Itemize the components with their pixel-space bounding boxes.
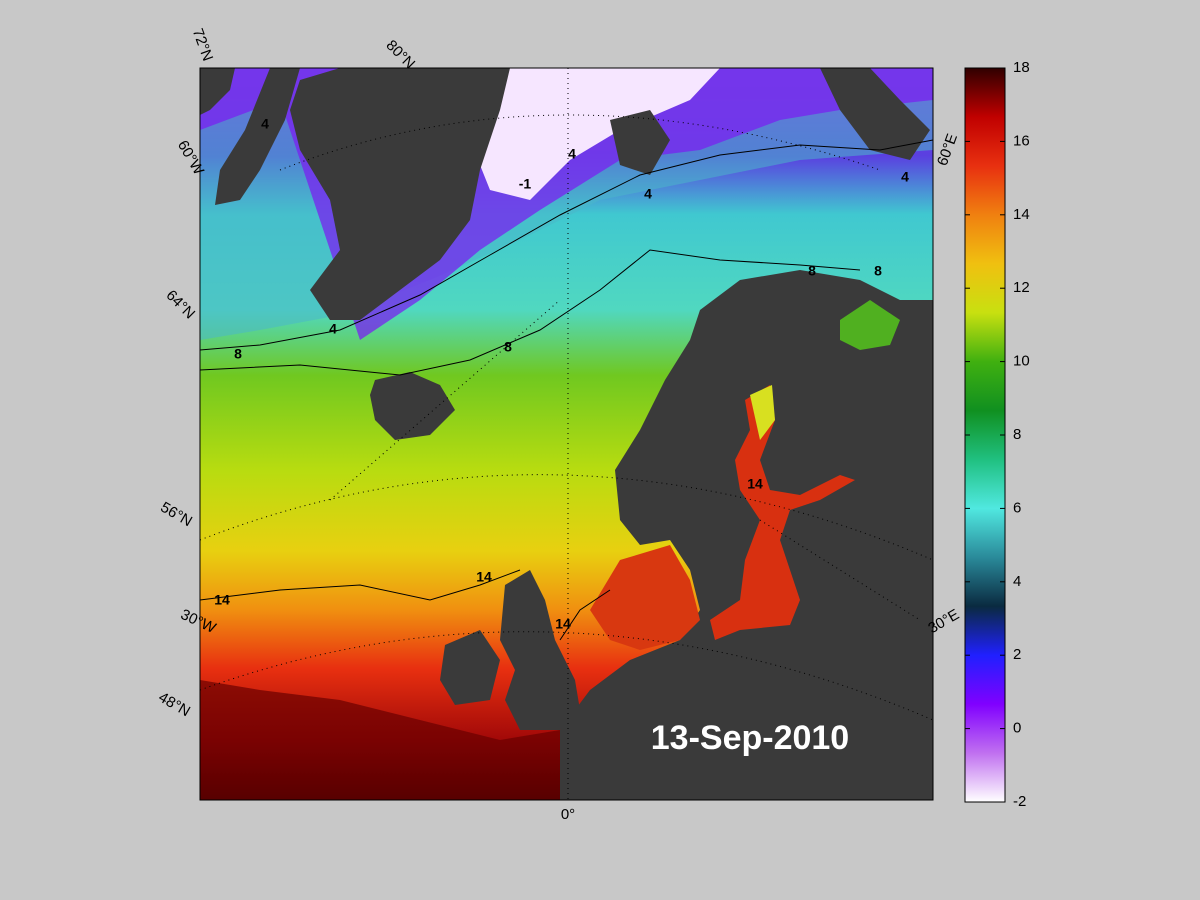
contour-label: 14 (476, 569, 492, 585)
graticule-label: 64°N (163, 287, 199, 323)
tick-label: 18 (1013, 59, 1030, 76)
tick-label: 14 (1013, 206, 1030, 223)
land (200, 68, 933, 800)
tick-label: 8 (1013, 426, 1021, 443)
tick-label: 16 (1013, 132, 1030, 149)
tick-label: -2 (1013, 793, 1026, 810)
colorbar: -2 0 2 4 6 8 10 12 14 16 18 (964, 59, 1030, 810)
contour-label: 4 (261, 116, 269, 132)
map-frame (199, 67, 934, 801)
map-area (199, 67, 934, 801)
contour-label: 4 (329, 321, 337, 337)
contour-label: 14 (747, 476, 763, 492)
graticule-label: 0° (561, 806, 575, 823)
tick-label: 4 (1013, 573, 1021, 590)
contour-label: 8 (504, 339, 512, 355)
date-label: 13-Sep-2010 (651, 719, 849, 757)
tick-label: 2 (1013, 646, 1021, 663)
inland-seas (590, 300, 900, 650)
tick-label: 12 (1013, 279, 1030, 296)
graticule-label: 80°N (383, 37, 419, 73)
graticule-label: 48°N (156, 689, 194, 720)
graticule-label: 60°E (934, 132, 961, 169)
contour-label: -1 (519, 176, 532, 192)
contour-label: 8 (234, 346, 242, 362)
sea-ice (470, 68, 720, 200)
colorbar-scale (964, 67, 1006, 803)
contour-label: 4 (644, 186, 652, 202)
tick-label: 10 (1013, 353, 1030, 370)
contour-label: 4 (901, 169, 909, 185)
contour-label: 4 (568, 146, 576, 162)
warm-water (200, 680, 560, 800)
graticule (199, 68, 934, 800)
contours (199, 139, 934, 641)
contour-label: 8 (874, 263, 882, 279)
graticule-label: 72°N (189, 26, 216, 63)
contour-label: 8 (808, 263, 816, 279)
contour-label: 14 (214, 592, 230, 608)
tick-label: 6 (1013, 499, 1021, 516)
contour-label: 14 (555, 616, 571, 632)
graticule-label: 56°N (158, 499, 196, 530)
tick-label: 0 (1013, 720, 1021, 737)
